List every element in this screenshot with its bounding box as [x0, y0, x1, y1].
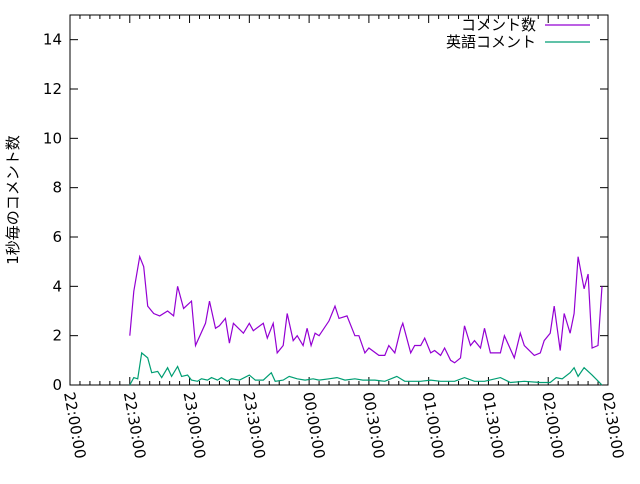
x-tick-label: 23:00:00 — [180, 391, 209, 460]
plot-border — [69, 14, 609, 386]
x-tick-label: 01:30:00 — [479, 391, 508, 460]
x-tick-label: 02:30:00 — [598, 391, 627, 460]
y-tick-label: 6 — [52, 228, 62, 246]
series-line-1 — [129, 254, 603, 364]
y-tick-label: 0 — [52, 376, 62, 394]
x-tick-label: 22:30:00 — [120, 391, 149, 460]
series-line-2 — [129, 351, 603, 386]
x-tick-label: 00:00:00 — [299, 391, 328, 460]
axes: 0 2 4 6 8 10 12 14 22:00:00 22:30:00 23:00:00 23:30… — [43, 14, 627, 460]
y-tick-label: 8 — [52, 179, 62, 197]
x-tick-label: 23:30:00 — [239, 391, 268, 460]
x-tick-label: 22:00:00 — [60, 391, 89, 460]
y-tick-label: 4 — [52, 277, 62, 295]
plot-area — [129, 254, 603, 386]
y-tick-label: 2 — [52, 327, 62, 345]
legend-label: 英語コメント — [446, 33, 536, 51]
x-tick-label: 00:30:00 — [359, 391, 388, 460]
y-tick-label: 12 — [43, 80, 62, 98]
x-tick-label: 02:00:00 — [538, 391, 567, 460]
y-axis-label: 1秒毎のコメント数 — [4, 135, 22, 265]
y-tick-label: 14 — [43, 31, 62, 49]
x-tick-label: 01:00:00 — [419, 391, 448, 460]
legend-label: コメント数 — [461, 16, 536, 34]
y-tick-label: 10 — [43, 129, 62, 147]
